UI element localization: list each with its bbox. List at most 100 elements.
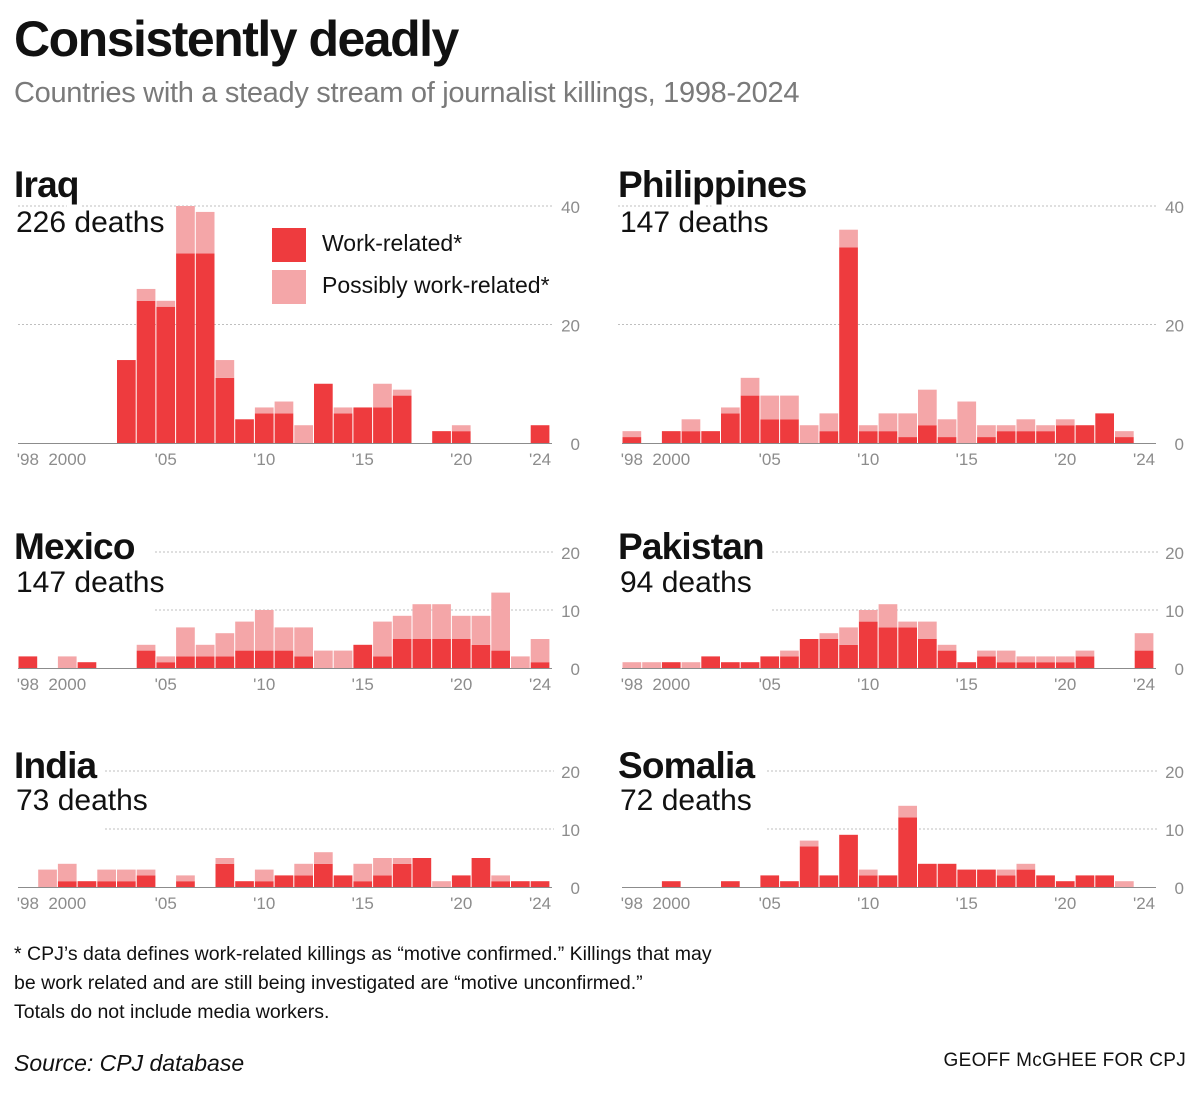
- bar-work-2006: [176, 253, 195, 443]
- bar-possibly-2010: [254, 610, 274, 651]
- bar-possibly-2012: [294, 425, 313, 443]
- bar-work-2007: [799, 846, 819, 887]
- y-tick-label: 0: [571, 660, 580, 679]
- bar-possibly-2015: [353, 863, 373, 882]
- bar-work-2009: [839, 834, 858, 887]
- chart-panel-philippines: 0 20 40 '98 2000 '05 '10 '15 '20 '24 Philippines14…: [613, 159, 1184, 469]
- x-tick-label: '15: [956, 675, 978, 694]
- x-tick-label: '98: [17, 894, 39, 913]
- bar-possibly-2008: [819, 633, 839, 639]
- x-tick-label: '20: [1054, 894, 1076, 913]
- x-tick-label: '15: [352, 675, 374, 694]
- bar-work-2009: [235, 419, 254, 443]
- bar-work-2022: [1095, 413, 1114, 443]
- bar-work-2002: [701, 656, 720, 668]
- chart-death-count: 226 deaths: [16, 206, 164, 239]
- bar-work-2005: [156, 662, 176, 668]
- bar-work-2014: [937, 650, 957, 668]
- bar-work-2023: [1115, 437, 1134, 443]
- bar-possibly-2008: [819, 413, 839, 432]
- x-tick-label: '24: [1133, 675, 1155, 694]
- bar-possibly-2013: [918, 389, 937, 426]
- bar-work-2000: [661, 881, 681, 887]
- bar-possibly-2020: [1055, 656, 1075, 663]
- bar-work-2006: [176, 656, 195, 668]
- chart-death-count: 72 deaths: [620, 784, 752, 817]
- bar-possibly-2014: [937, 419, 957, 438]
- bar-possibly-2012: [898, 805, 917, 818]
- bar-work-2013: [314, 383, 333, 443]
- x-tick-label: '10: [857, 675, 879, 694]
- bar-possibly-2021: [471, 615, 491, 645]
- chart-title: India: [14, 745, 98, 786]
- bar-work-2011: [878, 875, 898, 887]
- bar-work-2024: [530, 881, 550, 887]
- bar-possibly-2009: [839, 627, 858, 645]
- bar-work-2012: [294, 656, 313, 668]
- footnote: * CPJ’s data defines work-related killin…: [14, 940, 712, 1027]
- bar-work-2005: [760, 419, 780, 443]
- x-tick-label: '05: [759, 894, 781, 913]
- x-tick-label: 2000: [652, 675, 690, 694]
- x-tick-label: '15: [352, 894, 374, 913]
- x-tick-label: 2000: [652, 450, 690, 469]
- bar-possibly-2005: [156, 656, 176, 663]
- bar-possibly-2001: [681, 662, 701, 668]
- bar-possibly-2002: [97, 869, 116, 882]
- legend-swatch-possibly: [272, 270, 306, 304]
- bar-work-2011: [274, 875, 294, 887]
- bar-work-2017: [392, 395, 412, 443]
- bar-work-2011: [878, 431, 898, 443]
- y-tick-label: 0: [1175, 660, 1184, 679]
- bar-work-2020: [1055, 881, 1075, 887]
- bar-possibly-2003: [117, 869, 136, 882]
- bar-possibly-2010: [858, 610, 878, 622]
- bar-work-2011: [878, 627, 898, 668]
- x-tick-label: '15: [956, 450, 978, 469]
- bar-possibly-2013: [918, 621, 937, 639]
- bar-work-2021: [471, 644, 491, 668]
- bar-possibly-2000: [57, 656, 77, 668]
- bar-work-2017: [392, 639, 412, 668]
- bar-possibly-2017: [392, 389, 412, 396]
- bar-possibly-2017: [996, 425, 1016, 432]
- bar-work-2015: [353, 881, 373, 887]
- bar-work-2014: [333, 875, 353, 887]
- bar-possibly-2005: [760, 395, 780, 420]
- x-tick-label: '24: [1133, 894, 1155, 913]
- bar-work-2016: [373, 407, 392, 443]
- x-tick-label: '24: [529, 450, 551, 469]
- y-tick-label: 0: [571, 879, 580, 898]
- bar-work-2018: [1016, 431, 1036, 443]
- bar-possibly-2016: [373, 383, 392, 408]
- bar-work-2012: [898, 437, 917, 443]
- bar-work-2006: [176, 881, 195, 887]
- bar-work-2003: [721, 413, 740, 443]
- chart-title: Philippines: [618, 164, 807, 205]
- y-tick-label: 10: [561, 821, 580, 840]
- bar-work-2012: [294, 875, 313, 887]
- bar-possibly-2014: [333, 407, 353, 414]
- legend-label-possibly: Possibly work-related*: [322, 272, 550, 298]
- bar-work-2021: [471, 858, 491, 887]
- bar-possibly-2004: [136, 644, 156, 651]
- bar-work-2006: [780, 881, 799, 887]
- y-tick-label: 10: [1165, 602, 1184, 621]
- y-tick-label: 0: [1175, 435, 1184, 454]
- bar-work-2015: [957, 869, 977, 887]
- bar-work-2019: [1036, 431, 1055, 443]
- bar-possibly-2006: [176, 875, 195, 882]
- bar-work-2017: [996, 431, 1016, 443]
- bar-possibly-2009: [235, 621, 254, 651]
- bar-possibly-2012: [898, 413, 917, 438]
- bar-possibly-2007: [799, 425, 819, 443]
- x-tick-label: '15: [956, 894, 978, 913]
- bar-work-2019: [432, 431, 451, 443]
- x-tick-label: '05: [155, 675, 177, 694]
- bar-work-1998: [18, 656, 38, 668]
- bar-possibly-2022: [491, 592, 510, 651]
- y-tick-label: 0: [571, 435, 580, 454]
- bar-possibly-2020: [451, 425, 471, 432]
- bar-possibly-2012: [294, 863, 313, 876]
- bar-work-2008: [215, 656, 235, 668]
